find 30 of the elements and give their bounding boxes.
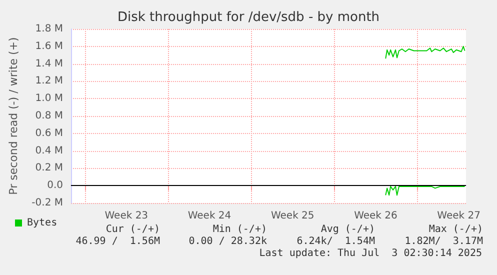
text: Cur (-/+) <box>106 224 160 235</box>
line-series <box>385 46 466 60</box>
x-tick-label: Week 27 <box>437 210 480 222</box>
y-tick-label: 1.6 M <box>35 40 63 52</box>
chart-title: Disk throughput for /dev/sdb - by month <box>117 10 380 25</box>
y-tick-label: 0.4 M <box>35 145 63 156</box>
x-tick-label: Week 23 <box>104 210 148 222</box>
y-tick-label: 0.8 M <box>35 110 63 122</box>
y-tick-label: 1.4 M <box>35 58 63 70</box>
legend-label: Bytes <box>27 218 58 228</box>
x-tick-label: Week 26 <box>354 210 398 222</box>
text: 46.99 / 1.56M <box>76 236 160 247</box>
y-tick-label: 1.0 M <box>35 93 63 104</box>
text: Avg (-/+) <box>320 224 375 235</box>
y-tick-label: 0.0 <box>47 180 63 192</box>
x-tick-label: Week 25 <box>270 210 314 222</box>
text: 0.00 / 28.32k <box>188 236 267 247</box>
y-tick-label: 0.2 M <box>35 162 63 174</box>
text: Min (-/+) <box>212 224 267 235</box>
y-tick-label: 1.8 M <box>35 24 63 34</box>
text: 1.82M/ 3.17M <box>404 236 483 247</box>
text: 6.24k/ 1.54M <box>296 236 375 247</box>
text: Max (-/+) <box>428 224 483 235</box>
line-series <box>385 186 466 196</box>
y-axis-title: Pr second read (-) / write (+) <box>7 37 20 195</box>
y-tick-label: 1.2 M <box>35 76 63 87</box>
y-tick-label: 0.6 M <box>35 128 63 139</box>
text: Last update: Thu Jul 3 02:30:14 2025 <box>259 248 482 259</box>
y-tick-label: -0.2 M <box>32 198 63 208</box>
x-tick-label: Week 24 <box>188 210 232 222</box>
